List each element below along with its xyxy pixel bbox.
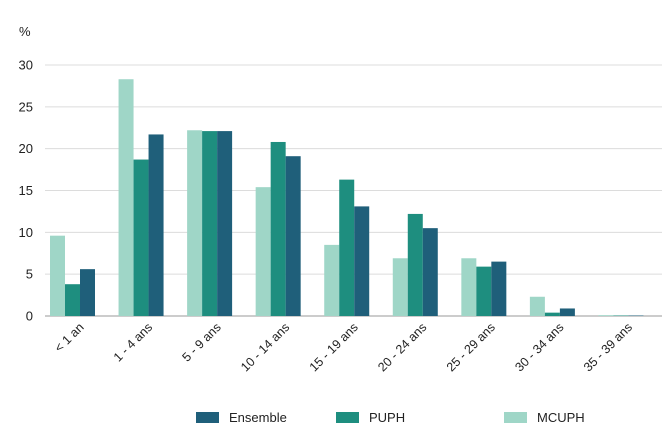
bar-puph-6 [476,266,492,316]
x-tick-label: 20 - 24 ans [375,320,429,374]
bar-puph-5 [407,213,423,316]
legend-label-ensemble: Ensemble [229,410,287,425]
bar-puph-8 [613,315,629,316]
legend: Ensemble PUPH MCUPH [196,410,585,425]
x-tick-label: 25 - 29 ans [444,320,498,374]
bar-puph-1 [133,159,149,316]
bar-ensemble-6 [491,261,507,316]
bar-ensemble-5 [422,228,438,316]
bar-puph-2 [202,131,218,316]
bar-puph-0 [65,284,80,316]
bar-mcuph-7 [529,296,545,316]
bar-mcuph-8 [598,315,614,316]
y-tick-label: 10 [19,225,33,240]
x-tick-label: 5 - 9 ans [179,320,223,364]
legend-swatch-ensemble [196,412,219,423]
y-tick-label: 15 [19,183,33,198]
y-tick-label: 20 [19,141,33,156]
y-tick-label: 5 [26,267,33,282]
bar-puph-4 [339,179,355,316]
x-axis-ticks: < 1 an 1 - 4 ans 5 - 9 ans 10 - 14 ans 15 - … [52,320,635,374]
x-tick-label: 15 - 19 ans [307,320,361,374]
bar-ensemble-4 [354,206,370,316]
y-tick-label: 25 [19,99,33,114]
x-tick-label: 30 - 34 ans [512,320,566,374]
bar-ensemble-8 [628,315,644,316]
y-axis-label: % [19,24,31,39]
bar-mcuph-0 [50,235,65,316]
x-tick-label: 35 - 39 ans [581,320,635,374]
y-tick-label: 30 [19,58,33,73]
legend-label-puph: PUPH [369,410,405,425]
bars [50,79,644,317]
bar-ensemble-7 [559,308,575,316]
bar-mcuph-6 [461,258,477,316]
bar-mcuph-5 [392,258,408,316]
x-tick-label: 10 - 14 ans [238,320,292,374]
legend-label-mcuph: MCUPH [537,410,585,425]
bar-mcuph-1 [118,79,134,317]
bar-ensemble-3 [285,156,301,316]
legend-swatch-puph [336,412,359,423]
x-tick-label: < 1 an [52,320,87,355]
bar-puph-3 [270,141,286,316]
x-tick-label: 1 - 4 ans [111,320,155,364]
legend-swatch-mcuph [504,412,527,423]
bar-ensemble-2 [217,131,233,316]
bar-mcuph-3 [255,187,271,316]
bar-ensemble-1 [148,134,164,316]
y-axis-ticks: 0 5 10 15 20 25 30 [19,58,33,324]
bar-mcuph-4 [324,244,340,316]
bar-mcuph-2 [187,130,203,316]
bar-puph-7 [544,312,560,316]
y-tick-label: 0 [26,309,33,324]
bar-ensemble-0 [80,269,95,316]
